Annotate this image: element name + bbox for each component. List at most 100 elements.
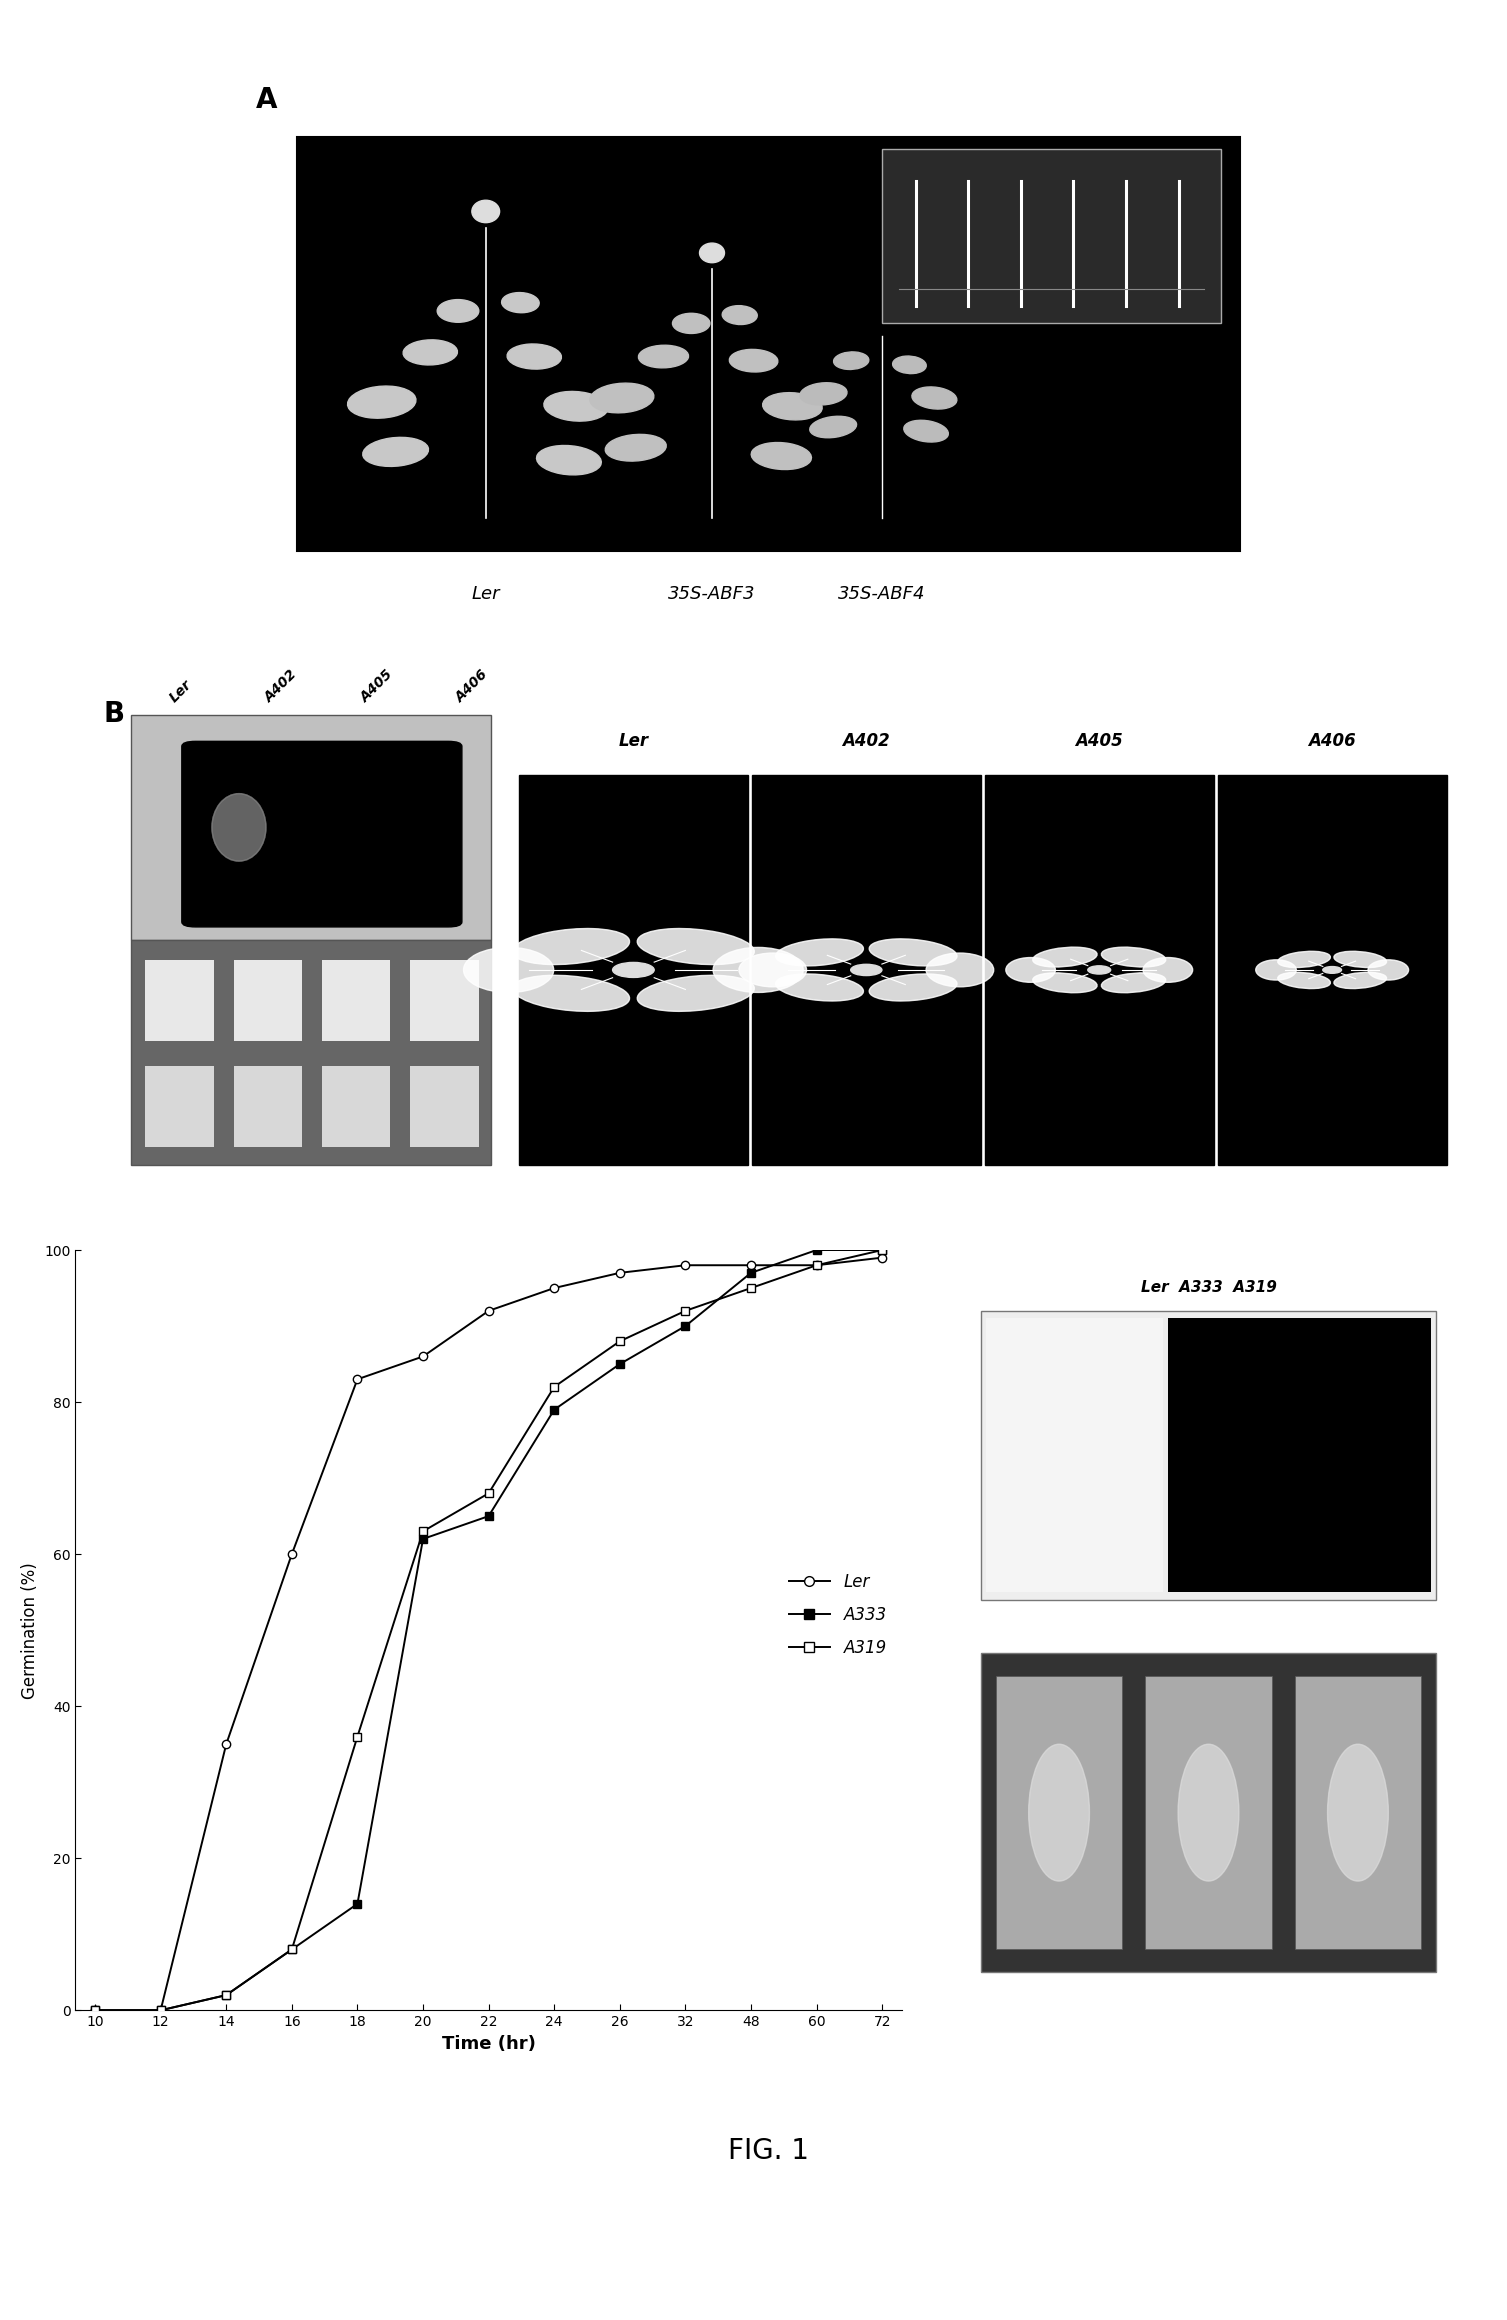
Ellipse shape bbox=[1334, 972, 1386, 988]
Ellipse shape bbox=[1278, 972, 1331, 988]
Ellipse shape bbox=[729, 350, 778, 371]
Ellipse shape bbox=[612, 963, 654, 977]
Text: A405: A405 bbox=[357, 666, 396, 705]
FancyBboxPatch shape bbox=[996, 1675, 1123, 1949]
Text: B: B bbox=[102, 701, 124, 728]
A333 bbox=[741, 1260, 760, 1288]
Ellipse shape bbox=[437, 299, 479, 322]
Line: A333: A333 bbox=[90, 1246, 886, 2014]
A319 bbox=[283, 1935, 301, 1963]
A333 bbox=[808, 1237, 826, 1264]
Ellipse shape bbox=[1334, 951, 1386, 967]
Ellipse shape bbox=[464, 947, 553, 993]
Text: A402: A402 bbox=[262, 666, 300, 705]
Text: A: A bbox=[256, 86, 277, 114]
Ellipse shape bbox=[870, 940, 957, 965]
A333 bbox=[873, 1237, 891, 1264]
X-axis label: Time (hr): Time (hr) bbox=[442, 2035, 535, 2053]
Text: 35S-ABF3: 35S-ABF3 bbox=[668, 585, 755, 603]
Ellipse shape bbox=[870, 974, 957, 1000]
FancyBboxPatch shape bbox=[986, 1318, 1163, 1592]
A319 bbox=[217, 1981, 235, 2009]
Ellipse shape bbox=[738, 954, 806, 986]
Ellipse shape bbox=[1032, 947, 1097, 967]
Ellipse shape bbox=[502, 292, 540, 313]
Ellipse shape bbox=[1323, 967, 1341, 974]
Ellipse shape bbox=[363, 438, 428, 466]
Ellipse shape bbox=[750, 443, 811, 469]
Ellipse shape bbox=[512, 974, 630, 1012]
A333 bbox=[283, 1935, 301, 1963]
Ellipse shape bbox=[1088, 965, 1111, 974]
Text: A406: A406 bbox=[1308, 731, 1356, 749]
Ler bbox=[152, 1998, 170, 2025]
Ellipse shape bbox=[1144, 958, 1192, 981]
Ellipse shape bbox=[536, 445, 601, 476]
A333 bbox=[86, 1998, 104, 2025]
A333 bbox=[546, 1397, 564, 1424]
Text: 35S-ABF4: 35S-ABF4 bbox=[838, 585, 925, 603]
FancyBboxPatch shape bbox=[131, 940, 491, 1165]
FancyBboxPatch shape bbox=[882, 148, 1221, 322]
Ellipse shape bbox=[851, 965, 882, 974]
FancyBboxPatch shape bbox=[986, 775, 1213, 1165]
Text: Ler: Ler bbox=[472, 585, 500, 603]
Line: A319: A319 bbox=[90, 1246, 886, 2014]
Ler bbox=[86, 1998, 104, 2025]
Ellipse shape bbox=[713, 947, 803, 993]
FancyBboxPatch shape bbox=[1218, 775, 1447, 1165]
Ellipse shape bbox=[672, 313, 710, 334]
Ler bbox=[741, 1250, 760, 1278]
A333 bbox=[610, 1350, 628, 1378]
Ellipse shape bbox=[1368, 960, 1409, 979]
FancyBboxPatch shape bbox=[518, 775, 747, 1165]
Ler bbox=[808, 1250, 826, 1278]
Ellipse shape bbox=[544, 392, 607, 422]
Ellipse shape bbox=[512, 928, 630, 965]
Text: A406: A406 bbox=[454, 666, 491, 705]
Ellipse shape bbox=[1328, 1745, 1388, 1882]
Y-axis label: Germination (%): Germination (%) bbox=[21, 1561, 39, 1698]
Ellipse shape bbox=[833, 353, 870, 369]
FancyBboxPatch shape bbox=[752, 775, 981, 1165]
Text: Ler  A333  A319: Ler A333 A319 bbox=[1141, 1281, 1276, 1295]
Ellipse shape bbox=[606, 434, 666, 462]
Ler bbox=[873, 1244, 891, 1271]
FancyBboxPatch shape bbox=[234, 960, 301, 1042]
Ellipse shape bbox=[809, 415, 856, 438]
FancyBboxPatch shape bbox=[234, 1065, 301, 1146]
Ler bbox=[677, 1250, 695, 1278]
Text: Ler: Ler bbox=[167, 677, 194, 705]
Ellipse shape bbox=[800, 383, 847, 406]
FancyBboxPatch shape bbox=[1145, 1675, 1272, 1949]
A319 bbox=[152, 1998, 170, 2025]
FancyBboxPatch shape bbox=[322, 960, 390, 1042]
A319 bbox=[348, 1724, 366, 1752]
Ellipse shape bbox=[472, 200, 500, 223]
A333 bbox=[348, 1891, 366, 1919]
Line: Ler: Ler bbox=[90, 1253, 886, 2014]
Legend: Ler, A333, A319: Ler, A333, A319 bbox=[782, 1566, 894, 1663]
FancyBboxPatch shape bbox=[131, 715, 491, 940]
Ellipse shape bbox=[699, 244, 725, 262]
Text: FIG. 1: FIG. 1 bbox=[728, 2137, 809, 2165]
Ellipse shape bbox=[763, 392, 823, 420]
Ler bbox=[479, 1297, 497, 1325]
A319 bbox=[479, 1480, 497, 1508]
A319 bbox=[414, 1517, 433, 1545]
A319 bbox=[741, 1274, 760, 1302]
FancyBboxPatch shape bbox=[1168, 1318, 1432, 1592]
Ellipse shape bbox=[402, 339, 458, 364]
A333 bbox=[677, 1313, 695, 1341]
Ellipse shape bbox=[912, 387, 957, 408]
Ellipse shape bbox=[506, 343, 562, 369]
Ler bbox=[217, 1731, 235, 1759]
A333 bbox=[217, 1981, 235, 2009]
Ler bbox=[546, 1274, 564, 1302]
Text: Ler: Ler bbox=[618, 731, 648, 749]
FancyBboxPatch shape bbox=[145, 1065, 214, 1146]
Text: A405: A405 bbox=[1076, 731, 1123, 749]
FancyBboxPatch shape bbox=[410, 1065, 479, 1146]
Ellipse shape bbox=[637, 974, 755, 1012]
FancyBboxPatch shape bbox=[322, 1065, 390, 1146]
